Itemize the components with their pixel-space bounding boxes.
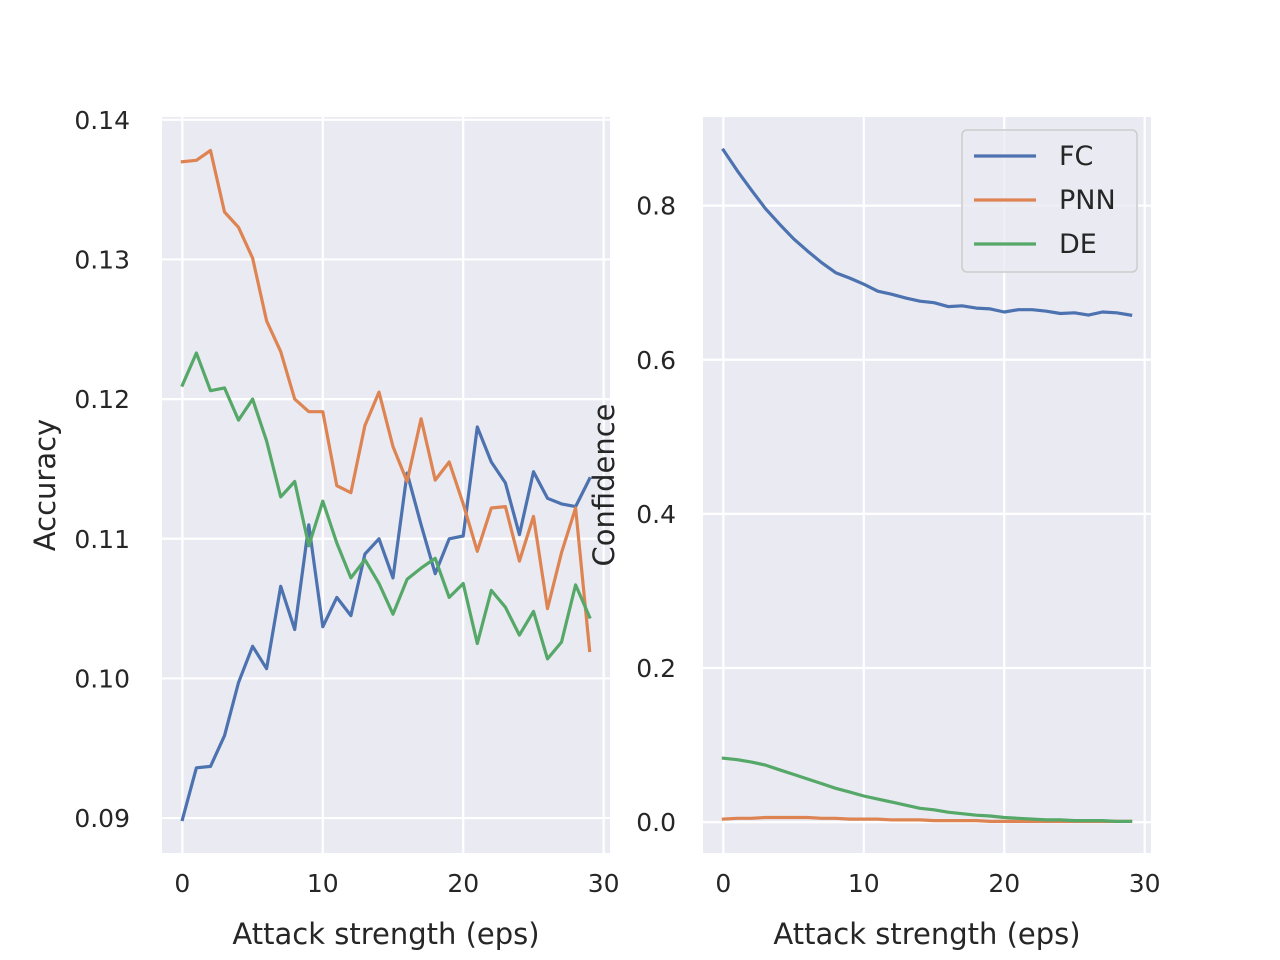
x-tick-label: 10	[307, 869, 339, 898]
confidence-chart: 0 10 20 30 0.0 0.2 0.4 0.6 0.8 Attack strength (e…	[587, 117, 1161, 951]
x-tick-label: 0	[715, 869, 731, 898]
x-axis-label: Attack strength (eps)	[232, 917, 539, 951]
x-tick-label: 20	[447, 869, 479, 898]
y-tick-label: 0.10	[74, 664, 130, 693]
x-tick-label: 10	[848, 869, 880, 898]
series-line-fc	[721, 147, 1133, 317]
series-line-pnn	[180, 148, 592, 653]
x-tick-label: 30	[588, 869, 620, 898]
series-line-fc	[180, 425, 592, 822]
legend: FC PNN DE	[961, 129, 1138, 273]
y-tick-label: 0.0	[636, 808, 676, 837]
y-tick-label: 0.2	[636, 654, 676, 683]
y-axis-label: Confidence	[587, 403, 621, 566]
x-tick-label: 30	[1129, 869, 1161, 898]
y-tick-label: 0.8	[636, 192, 676, 221]
y-tick-label: 0.4	[636, 500, 676, 529]
y-tick-label: 0.14	[74, 106, 130, 135]
accuracy-chart: 0 10 20 30 0.09 0.10 0.11 0.12 0.13 0.14 Attack st…	[28, 106, 620, 951]
y-axis-label: Accuracy	[28, 419, 62, 551]
y-tick-label: 0.12	[74, 385, 130, 414]
series-line-de	[180, 351, 592, 661]
legend-label-fc: FC	[1059, 141, 1093, 172]
y-tick-label: 0.11	[74, 525, 130, 554]
x-tick-label: 20	[988, 869, 1020, 898]
plot-area	[162, 117, 610, 853]
legend-box	[961, 129, 1138, 273]
y-tick-label: 0.09	[74, 804, 130, 833]
x-axis-label: Attack strength (eps)	[773, 917, 1080, 951]
x-tick-label: 0	[174, 869, 190, 898]
legend-label-pnn: PNN	[1059, 185, 1116, 216]
legend-label-de: DE	[1059, 229, 1097, 260]
y-tick-label: 0.13	[74, 245, 130, 274]
series-line-de	[721, 756, 1133, 824]
y-tick-label: 0.6	[636, 346, 676, 375]
